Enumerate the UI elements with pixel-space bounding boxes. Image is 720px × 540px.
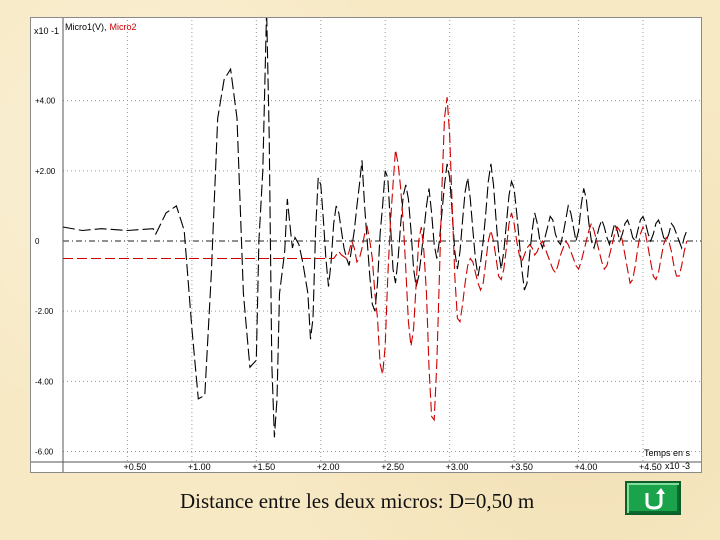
chart-svg: +4.00 +2.00 0 -2.00 -4.00 -6.00 +0.50 +1.00 +1.5… — [31, 18, 701, 472]
x-tick-label: +2.50 — [381, 462, 404, 472]
legend: Micro1(V), Micro2 — [65, 22, 137, 32]
x-tick-label: +3.00 — [446, 462, 469, 472]
y-multiplier-label: x10 -1 — [34, 26, 59, 36]
y-tick-label: -4.00 — [35, 377, 54, 386]
series-micro2-line — [63, 97, 688, 422]
x-tick-label: +4.50 — [639, 462, 662, 472]
oscilloscope-plot-panel: +4.00 +2.00 0 -2.00 -4.00 -6.00 +0.50 +1.00 +1.5… — [30, 17, 702, 473]
y-tick-label: +4.00 — [35, 97, 56, 106]
x-tick-label: +1.00 — [188, 462, 211, 472]
x-tick-label: +1.50 — [252, 462, 275, 472]
y-tick-label: -6.00 — [35, 447, 54, 456]
x-tick-label: +3.50 — [510, 462, 533, 472]
return-button[interactable] — [625, 481, 681, 515]
legend-series2-label: Micro2 — [110, 22, 137, 32]
label-layer: x10 -1 Micro1(V), Micro2 Temps en s x10 -… — [34, 22, 691, 471]
x-tick-label: +2.00 — [317, 462, 340, 472]
axis-layer: +4.00 +2.00 0 -2.00 -4.00 -6.00 +0.50 +1.00 +1.5… — [31, 18, 701, 472]
x-axis-label: Temps en s — [644, 448, 691, 458]
series-layer — [62, 18, 688, 438]
y-tick-label: 0 — [35, 237, 40, 246]
legend-separator: , — [104, 22, 107, 32]
u-turn-arrow-icon — [645, 488, 665, 510]
y-tick-label: -2.00 — [35, 307, 54, 316]
caption: Distance entre les deux micros: D=0,50 m — [180, 489, 535, 513]
x-multiplier-label: x10 -3 — [665, 461, 690, 471]
x-tick-label: +0.50 — [123, 462, 146, 472]
y-tick-label: +2.00 — [35, 167, 56, 176]
x-tick-label: +4.00 — [575, 462, 598, 472]
legend-series1-label: Micro1(V) — [65, 22, 104, 32]
